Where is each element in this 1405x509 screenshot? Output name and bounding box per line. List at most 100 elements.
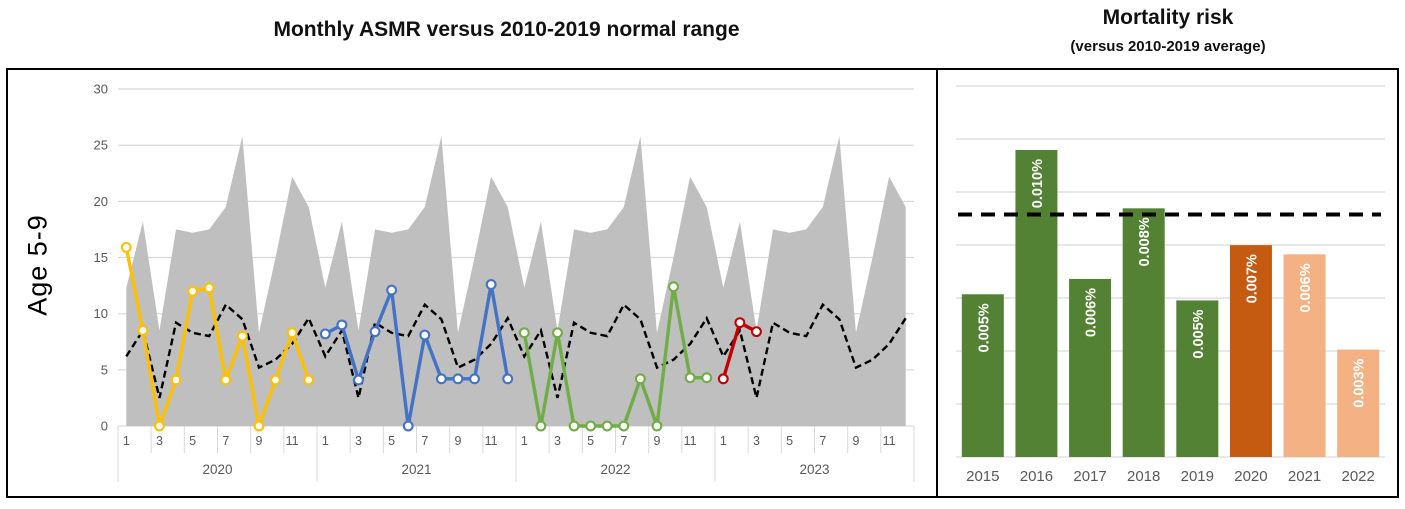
data-point-marker bbox=[469, 373, 480, 385]
mortality-bar-2015 bbox=[961, 294, 1004, 457]
right-chart-title: Mortality risk bbox=[1102, 6, 1234, 29]
month-tick-label: 11 bbox=[286, 434, 299, 448]
mortality-risk-bar-chart: 0.005% 2015 0.010% 2016 0.006% 2017 0.008% 2018… bbox=[956, 85, 1385, 485]
series-2022-line bbox=[518, 281, 713, 432]
bar-value-label: 0.007% bbox=[1244, 254, 1260, 303]
month-tick-label: 1 bbox=[720, 434, 727, 448]
month-tick-label: 5 bbox=[189, 434, 196, 448]
data-point-marker bbox=[485, 279, 497, 290]
data-point-marker bbox=[568, 420, 580, 432]
data-point-marker bbox=[618, 420, 630, 432]
data-point-marker bbox=[435, 373, 447, 385]
mortality-bar-2018 bbox=[1122, 208, 1165, 457]
data-point-marker bbox=[535, 420, 547, 432]
data-point-marker bbox=[717, 373, 729, 385]
month-tick-label: 11 bbox=[485, 434, 498, 448]
asmr-monthly-panel: 0 5 10 15 20 25 30 1 3 5 7 9 11 2020 1 3 5 7 9 11 2021 1 3 5 7 9 1… bbox=[6, 68, 938, 498]
data-point-marker bbox=[253, 420, 265, 432]
month-tick-label: 3 bbox=[554, 434, 561, 448]
data-point-marker bbox=[585, 420, 597, 432]
data-point-marker bbox=[203, 282, 215, 294]
data-point-marker bbox=[220, 374, 232, 386]
data-point-marker bbox=[386, 284, 398, 296]
year-label: 2021 bbox=[401, 462, 431, 477]
left-y-tick-label: 10 bbox=[94, 306, 108, 321]
bar-year-label: 2022 bbox=[1342, 468, 1375, 485]
bar-year-label: 2015 bbox=[966, 468, 999, 485]
bar-value-label: 0.006% bbox=[1084, 288, 1100, 337]
data-point-marker bbox=[452, 373, 464, 385]
month-tick-label: 3 bbox=[753, 434, 760, 448]
bar-value-label: 0.008% bbox=[1137, 217, 1153, 266]
month-tick-label: 11 bbox=[883, 434, 896, 448]
data-point-marker bbox=[270, 374, 281, 386]
data-point-marker bbox=[319, 328, 331, 340]
data-point-marker bbox=[170, 374, 182, 386]
bar-value-label: 0.005% bbox=[1191, 309, 1207, 358]
left-y-tick-label: 5 bbox=[101, 362, 108, 377]
age-group-label: Age 5-9 bbox=[22, 214, 53, 316]
year-label: 2022 bbox=[600, 462, 630, 477]
month-tick-label: 7 bbox=[620, 434, 627, 448]
left-y-tick-label: 15 bbox=[94, 250, 108, 265]
year-label: 2020 bbox=[202, 462, 232, 477]
data-point-marker bbox=[601, 420, 613, 432]
left-chart-title: Monthly ASMR versus 2010-2019 normal ran… bbox=[273, 18, 740, 41]
data-point-marker bbox=[336, 319, 348, 331]
right-chart-subtitle: (versus 2010-2019 average) bbox=[1070, 38, 1266, 55]
series-2020-line bbox=[120, 241, 315, 432]
mortality-bar-2019 bbox=[1176, 300, 1219, 457]
bar-year-label: 2019 bbox=[1181, 468, 1214, 485]
bar-value-label: 0.005% bbox=[976, 303, 992, 352]
month-tick-label: 9 bbox=[852, 434, 859, 448]
left-y-tick-label: 20 bbox=[94, 194, 108, 209]
bar-year-label: 2017 bbox=[1073, 468, 1106, 485]
data-point-marker bbox=[286, 327, 298, 339]
month-tick-label: 9 bbox=[255, 434, 262, 448]
month-tick-label: 1 bbox=[521, 434, 528, 448]
data-point-marker bbox=[634, 373, 646, 385]
month-tick-label: 9 bbox=[454, 434, 461, 448]
data-point-marker bbox=[701, 372, 713, 384]
data-point-marker bbox=[552, 327, 563, 339]
data-point-marker bbox=[120, 241, 132, 253]
bar-value-label: 0.006% bbox=[1298, 263, 1314, 312]
mortality-bar-2022 bbox=[1337, 349, 1380, 457]
data-point-marker bbox=[154, 420, 165, 432]
month-tick-label: 5 bbox=[786, 434, 793, 448]
data-point-marker bbox=[369, 326, 381, 338]
data-point-marker bbox=[651, 420, 663, 432]
month-tick-label: 5 bbox=[388, 434, 395, 448]
mortality-bar-2020 bbox=[1229, 245, 1272, 457]
month-tick-label: 1 bbox=[123, 434, 130, 448]
left-y-tick-label: 0 bbox=[101, 419, 108, 434]
month-tick-label: 5 bbox=[587, 434, 594, 448]
data-point-marker bbox=[353, 374, 364, 386]
data-point-marker bbox=[502, 373, 514, 385]
series-2023-line bbox=[717, 317, 762, 385]
bar-year-label: 2016 bbox=[1020, 468, 1053, 485]
month-tick-label: 7 bbox=[819, 434, 826, 448]
data-point-marker bbox=[419, 329, 431, 341]
mortality-bar-2017 bbox=[1069, 278, 1112, 457]
left-x-axis: 1 3 5 7 9 11 2020 1 3 5 7 9 11 2021 1 3 5 7 9 11 2022 1 3 5 7 9 11… bbox=[117, 426, 915, 482]
month-tick-label: 11 bbox=[684, 434, 697, 448]
mortality-bar-2021 bbox=[1283, 254, 1326, 457]
normal-range-area bbox=[126, 136, 906, 426]
data-point-marker bbox=[187, 285, 199, 297]
bar-value-label: 0.010% bbox=[1030, 159, 1046, 208]
bar-value-label: 0.003% bbox=[1352, 358, 1368, 407]
year-label: 2023 bbox=[799, 462, 829, 477]
mortality-risk-panel: 0.005% 2015 0.010% 2016 0.006% 2017 0.008% 2018… bbox=[936, 68, 1399, 498]
data-point-marker bbox=[137, 325, 149, 336]
month-tick-label: 3 bbox=[355, 434, 362, 448]
left-y-tick-label: 25 bbox=[94, 138, 108, 153]
month-tick-label: 7 bbox=[222, 434, 229, 448]
average-2010-2019-dashed-line bbox=[125, 302, 907, 399]
data-point-marker bbox=[518, 327, 530, 339]
left-y-tick-label: 30 bbox=[94, 82, 108, 97]
data-point-marker bbox=[303, 374, 315, 386]
month-tick-label: 1 bbox=[322, 434, 329, 448]
month-tick-label: 3 bbox=[156, 434, 163, 448]
